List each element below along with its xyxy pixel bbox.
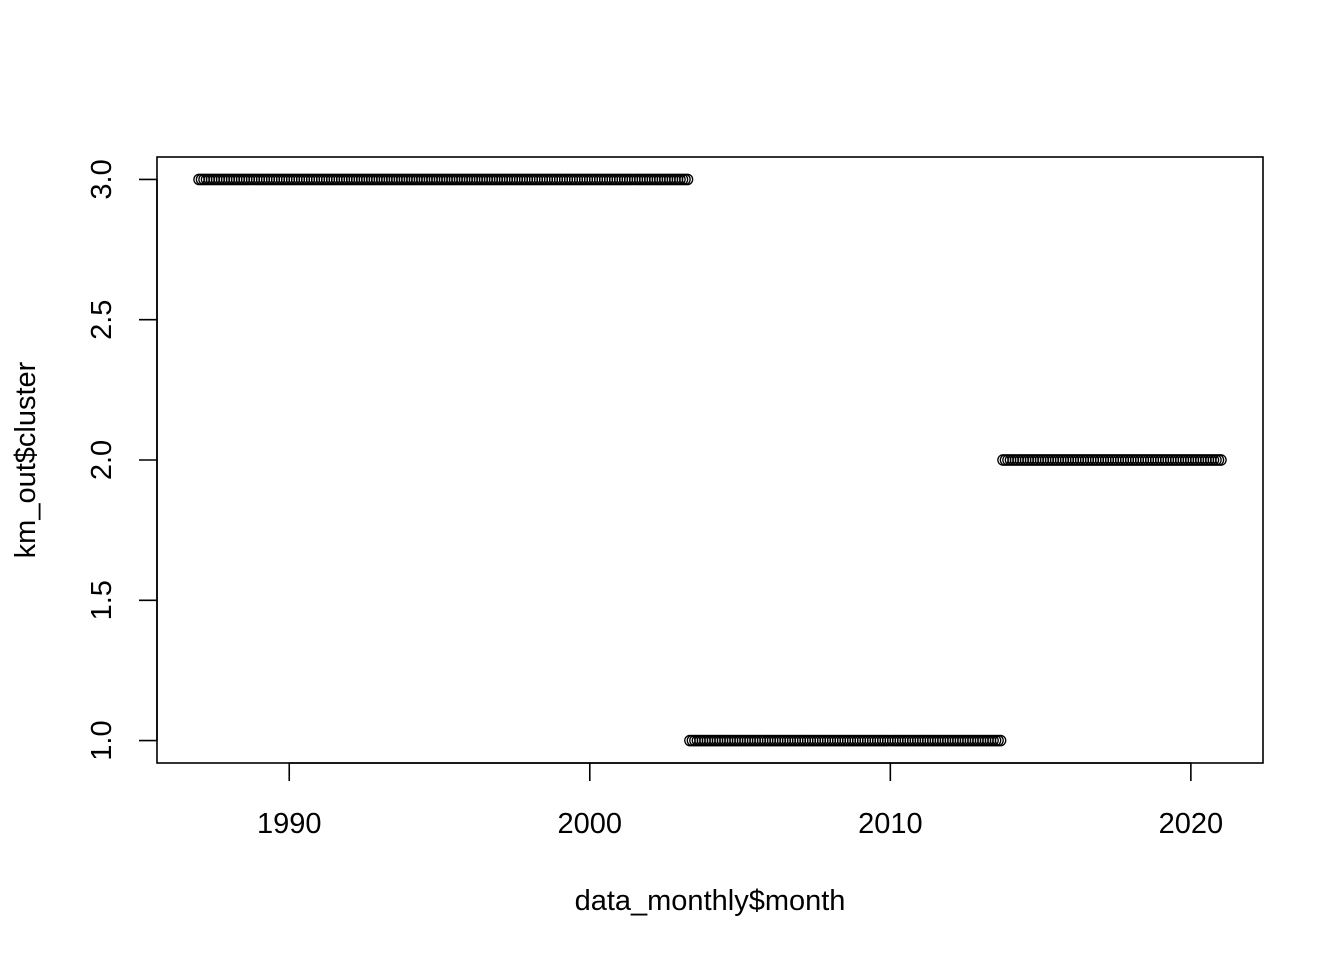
y-tick-label: 1.0 xyxy=(86,720,118,760)
y-tick-label: 2.5 xyxy=(86,300,118,340)
data-points xyxy=(193,173,1227,747)
y-axis: 1.0 1.5 2.0 2.5 3.0 xyxy=(86,159,158,761)
y-tick-label: 2.0 xyxy=(86,440,118,480)
data-point xyxy=(1215,454,1227,466)
x-tick-label: 1990 xyxy=(257,808,322,840)
plot-frame xyxy=(156,156,1264,764)
y-tick-label: 3.0 xyxy=(86,159,118,199)
x-tick-label: 2020 xyxy=(1159,808,1224,840)
x-tick-label: 2000 xyxy=(558,808,623,840)
data-point xyxy=(994,734,1007,747)
x-axis: 1990 2000 2010 2020 xyxy=(257,762,1224,840)
x-tick-label: 2010 xyxy=(858,808,923,840)
x-axis-label: data_monthly$month xyxy=(575,885,846,917)
y-tick-label: 1.5 xyxy=(86,580,118,620)
y-axis-label: km_out$cluster xyxy=(10,361,42,558)
data-point xyxy=(681,173,694,186)
